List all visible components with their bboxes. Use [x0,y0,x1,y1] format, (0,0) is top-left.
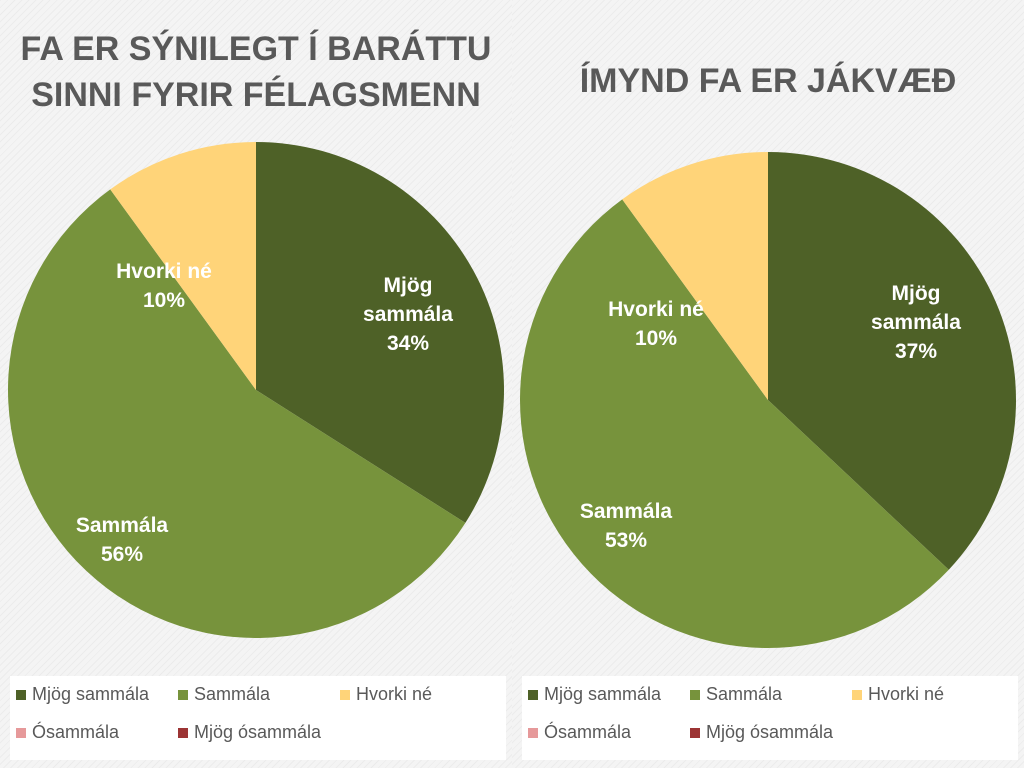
legend-swatch [16,689,26,700]
legend-label: Hvorki né [356,684,433,704]
legend-item: Mjög sammála [528,684,661,705]
slice-data-label-line: 37% [895,340,937,363]
slice-data-label-line: 10% [143,289,185,312]
legend-label: Ósammála [32,722,120,742]
legend-item: Mjög ósammála [178,722,321,743]
pie-chart: Mjög sammála 34% Sammála 56% Hvorki né 10% [7,142,504,639]
legend-item: Mjög sammála [16,684,149,705]
slice-data-label-line: 53% [605,529,647,552]
legend-label: Mjög ósammála [706,722,834,742]
chart-title: ÍMYND FA ER JÁKVÆÐ [512,58,1024,104]
pie-slice [110,142,257,390]
legend-label: Mjög sammála [32,684,150,704]
legend-item: Sammála [178,684,270,705]
slice-data-label-line: Hvorki né [608,298,704,321]
legend-item: Mjög ósammála [690,722,833,743]
slice-data-label: Mjög sammála 37% [871,282,961,363]
chart-panel-left: FA ER SÝNILEGT Í BARÁTTU SINNI FYRIR FÉL… [0,0,512,768]
legend-swatch [340,689,350,700]
slice-data-label: Sammála 53% [580,500,673,552]
slice-data-label-line: 34% [387,332,429,355]
legend-label: Sammála [706,684,783,704]
legend-swatch [528,689,538,700]
legend-label: Sammála [194,684,271,704]
slice-data-label: Hvorki né 10% [116,260,212,312]
slice-data-label-line: Sammála [76,514,169,537]
chart-title-line: FA ER SÝNILEGT Í BARÁTTU [20,30,492,68]
slice-data-label-line: Mjög [384,274,433,297]
slice-data-label-line: sammála [363,303,453,326]
slice-data-label: Mjög sammála 34% [363,274,453,355]
legend-swatch [852,689,862,700]
slice-data-label-line: Mjög [892,282,941,305]
legend: Mjög sammála Sammála Hvorki né Ósammála … [10,676,506,760]
chart-panel-right: ÍMYND FA ER JÁKVÆÐ Mjög sammála 37% Sammála… [512,0,1024,768]
legend-swatch [178,727,188,738]
pie-slice [7,189,466,639]
pie-slice [768,152,1016,570]
legend-swatch [690,689,700,700]
slice-data-label: Sammála 56% [76,514,169,566]
legend-swatch [16,727,26,738]
chart-title-line: ÍMYND FA ER JÁKVÆÐ [579,62,957,100]
pie-slice [622,152,768,400]
legend-item: Hvorki né [852,684,944,705]
chart-title: FA ER SÝNILEGT Í BARÁTTU SINNI FYRIR FÉL… [0,26,512,118]
pie-chart: Mjög sammála 37% Sammála 53% Hvorki né 10% [519,152,1016,649]
chart-title-line: SINNI FYRIR FÉLAGSMENN [31,76,481,114]
legend-item: Sammála [690,684,782,705]
legend-item: Ósammála [528,722,631,743]
slice-data-label-line: Hvorki né [116,260,212,283]
legend-item: Hvorki né [340,684,432,705]
legend-swatch [528,727,538,738]
legend-label: Hvorki né [868,684,945,704]
pie-slice [256,142,504,523]
legend-item: Ósammála [16,722,119,743]
legend-swatch [690,727,700,738]
legend-swatch [178,689,188,700]
legend-label: Ósammála [544,722,632,742]
legend-label: Mjög ósammála [194,722,322,742]
slice-data-label-line: 56% [101,543,143,566]
slice-data-label: Hvorki né 10% [608,298,704,350]
legend-label: Mjög sammála [544,684,662,704]
pie-slice [519,199,949,649]
slice-data-label-line: Sammála [580,500,673,523]
legend: Mjög sammála Sammála Hvorki né Ósammála … [522,676,1018,760]
slice-data-label-line: sammála [871,311,961,334]
slice-data-label-line: 10% [635,327,677,350]
